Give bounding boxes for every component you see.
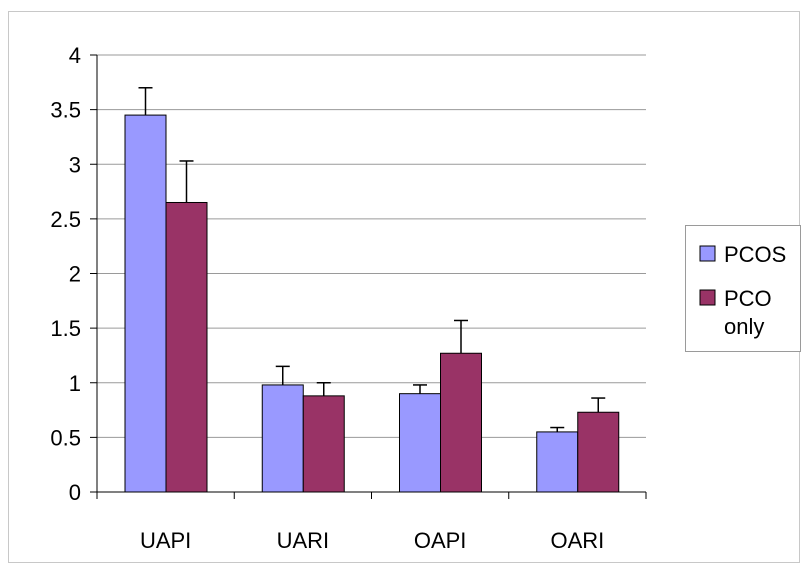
error-bars	[138, 87, 606, 432]
y-tick-label: 1.5	[50, 316, 81, 341]
legend-label-line: PCOS	[724, 242, 786, 267]
legend-label-PCO-only: PCO only	[724, 286, 772, 339]
bar-UARI-PCO-only	[302, 395, 345, 493]
x-tick-label-OARI: OARI	[550, 528, 604, 553]
bar-OARI-PCO-only	[577, 411, 620, 493]
x-tick-label-OAPI: OAPI	[414, 528, 467, 553]
y-tick-labels: 0 0.5 1 1.5 2 2.5 3 3.5 4	[50, 43, 81, 505]
y-tick-label: 4	[69, 43, 81, 68]
bars	[124, 114, 620, 493]
y-tick-label: 0.5	[50, 425, 81, 450]
y-tick-label: 2.5	[50, 207, 81, 232]
y-tick-label: 2	[69, 262, 81, 287]
bar-UAPI-PCOS	[124, 114, 167, 493]
legend: PCOS PCO only	[685, 225, 801, 352]
bar-UAPI-PCO-only	[165, 201, 208, 493]
bar-OAPI-PCOS	[399, 393, 441, 493]
x-tick-label-UARI: UARI	[277, 528, 330, 553]
x-tick-labels: UAPI UARI OAPI OARI	[140, 528, 604, 553]
y-tick-label: 1	[69, 371, 81, 396]
x-tick-label-UAPI: UAPI	[140, 528, 191, 553]
legend-label-PCOS: PCOS	[724, 242, 786, 267]
bar-UARI-PCOS	[261, 384, 304, 493]
legend-label-line: PCO	[724, 286, 772, 311]
bar-OARI-PCOS	[536, 431, 579, 493]
legend-label-line: only	[724, 314, 764, 339]
y-tick-label: 3	[69, 152, 81, 177]
axes	[90, 54, 647, 499]
y-tick-label: 0	[69, 480, 81, 505]
bar-OAPI-PCO-only	[440, 352, 482, 493]
legend-swatch-PCOS	[699, 245, 716, 262]
y-tick-label: 3.5	[50, 98, 81, 123]
legend-swatch-PCO-only	[699, 289, 716, 306]
